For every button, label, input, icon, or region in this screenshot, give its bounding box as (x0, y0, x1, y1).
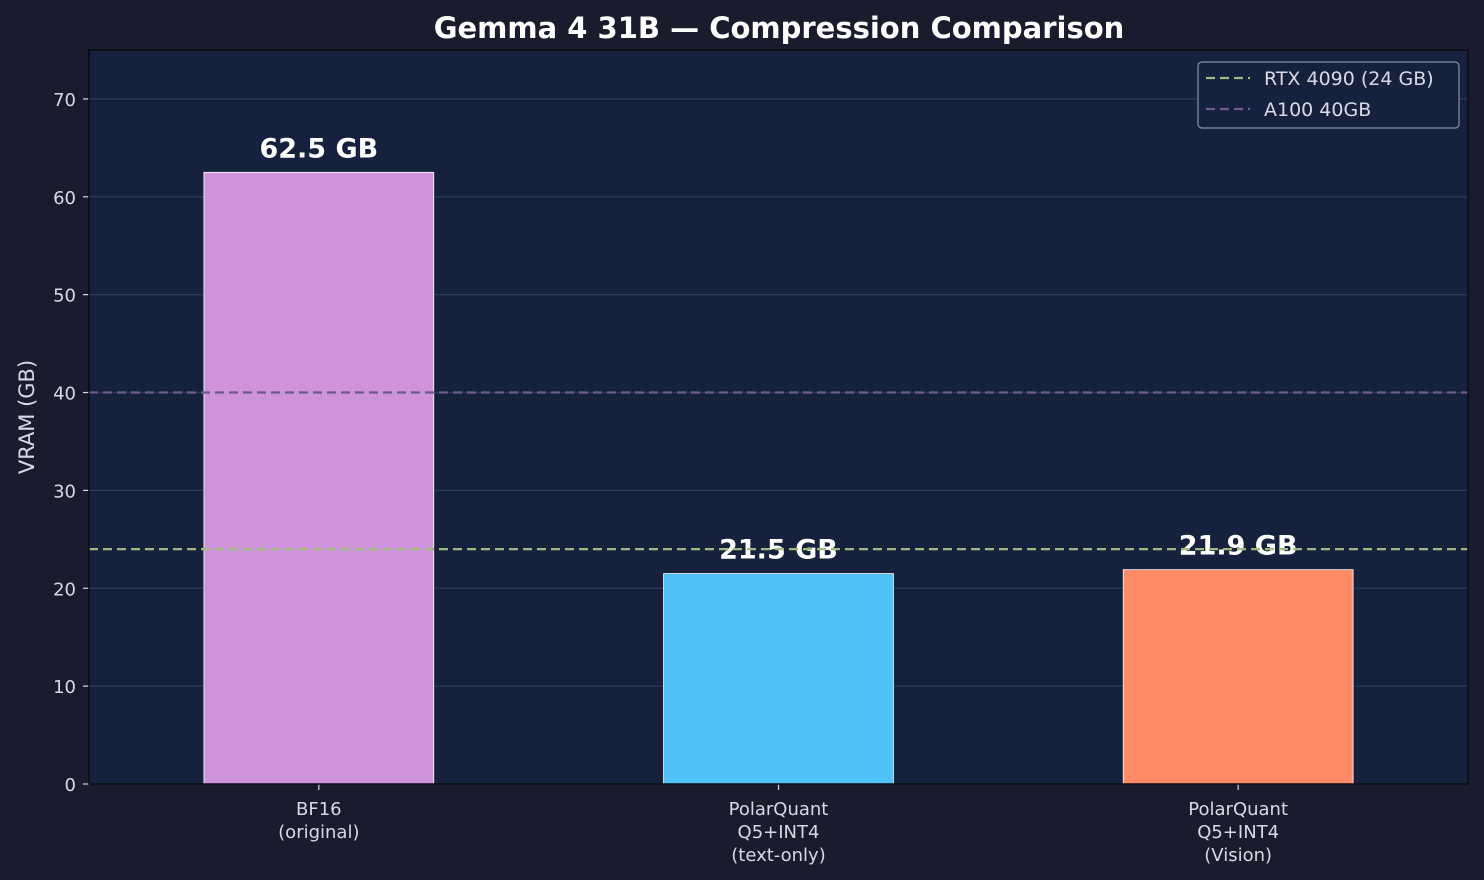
legend-label: RTX 4090 (24 GB) (1264, 68, 1434, 90)
y-tick-label: 20 (53, 579, 76, 600)
x-tick-label: PolarQuant (729, 799, 829, 820)
y-tick-label: 70 (53, 90, 76, 111)
x-tick-label: (Vision) (1204, 845, 1272, 866)
x-tick-label: Q5+INT4 (1197, 822, 1279, 843)
x-tick-label: BF16 (296, 799, 342, 820)
axes-frame (88, 49, 1469, 785)
x-tick-label: (text-only) (731, 845, 825, 866)
bar-value-label: 21.9 GB (1179, 531, 1298, 562)
y-tick-label: 50 (53, 286, 76, 307)
bar (203, 171, 435, 785)
bar (663, 573, 894, 785)
y-tick-label: 60 (53, 188, 76, 209)
legend-box (1197, 61, 1460, 129)
y-tick-label: 30 (53, 481, 76, 502)
x-tick-label: (original) (278, 822, 359, 843)
chart-title: Gemma 4 31B — Compression Comparison (434, 11, 1125, 45)
legend-label: A100 40GB (1264, 99, 1371, 121)
bar (1122, 569, 1354, 785)
y-tick-label: 40 (53, 384, 76, 405)
x-tick-label: PolarQuant (1188, 799, 1288, 820)
bar-value-label: 62.5 GB (259, 133, 378, 164)
x-tick-label: Q5+INT4 (738, 822, 820, 843)
y-tick-label: 0 (65, 775, 76, 796)
y-axis-label: VRAM (GB) (15, 360, 39, 474)
y-tick-label: 10 (53, 677, 76, 698)
